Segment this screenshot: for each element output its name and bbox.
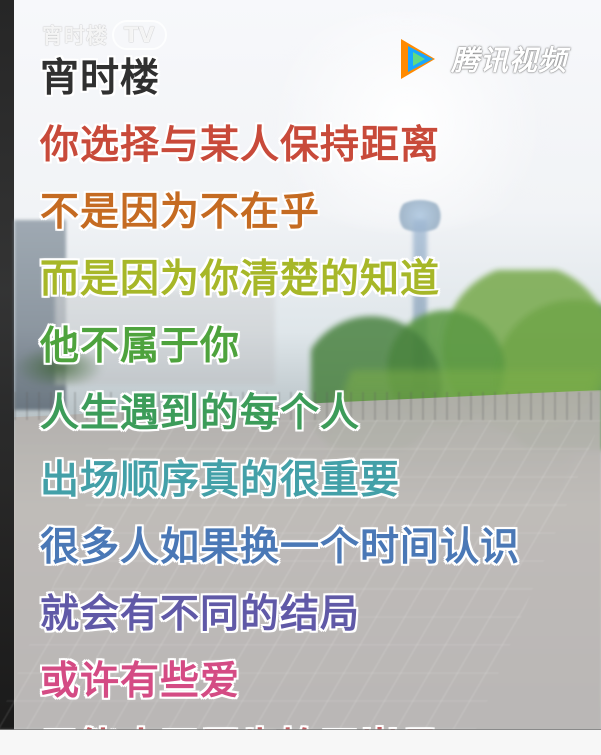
left-edge-shadow <box>0 0 14 730</box>
left-trees <box>14 345 104 385</box>
lyric-line: 宵时楼 <box>40 56 161 101</box>
lyric-line: 你选择与某人保持距离 <box>40 123 441 168</box>
road-background <box>14 390 601 730</box>
tencent-video-logo-icon <box>400 39 435 79</box>
lyric-line: 很多人如果换一个时间认识 <box>40 525 521 570</box>
channel-watermark: 宵时楼 TV <box>42 20 167 50</box>
lyric-line: 出场顺序真的很重要 <box>40 458 401 503</box>
lyric-line: 就会有不同的结局 <box>40 592 361 637</box>
lyrics-panel: 宵时楼 你选择与某人保持距离 不是因为不在乎 而是因为你清楚的知道 他不属于你 … <box>40 48 560 755</box>
lyric-line: 他不属于你 <box>40 324 241 369</box>
lyric-line: 人生遇到的每个人 <box>40 391 361 436</box>
lyric-line: 而是因为你清楚的知道 <box>40 257 441 302</box>
channel-watermark-badge: TV <box>112 20 167 50</box>
lyric-line: 不是因为不在乎 <box>40 190 321 235</box>
platform-watermark-text: 腾讯视频 <box>450 44 567 77</box>
channel-watermark-text: 宵时楼 <box>42 24 108 48</box>
bottom-strip <box>0 730 601 755</box>
lyric-line: 或许有些爱 <box>40 659 241 704</box>
video-bottom-line <box>0 729 601 730</box>
fence-line <box>14 392 601 420</box>
platform-watermark: 腾讯视频 <box>393 34 567 84</box>
